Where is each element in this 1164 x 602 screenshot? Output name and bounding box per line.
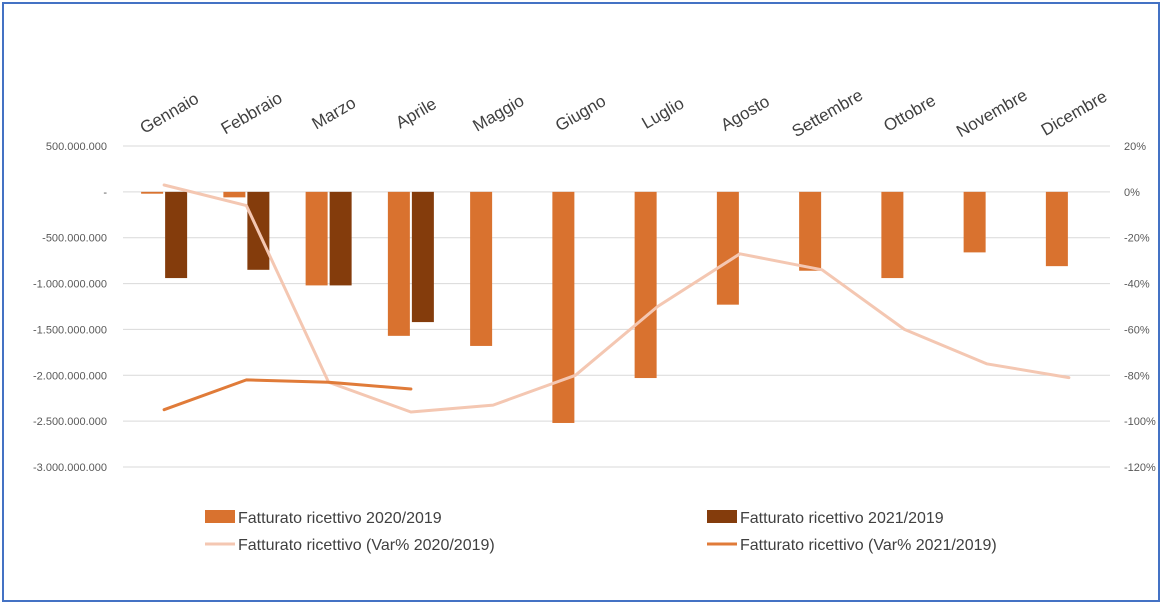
bar xyxy=(634,191,657,379)
category-label: Giugno xyxy=(552,91,609,135)
bar xyxy=(470,191,493,346)
gridlines xyxy=(123,145,1110,468)
right-axis-ticks: 20% 0% -20% -40% -60% -80% -100% -120% xyxy=(1124,141,1156,474)
bar xyxy=(387,191,410,336)
category-label: Gennaio xyxy=(137,89,202,138)
bar xyxy=(223,191,246,198)
legend-label: Fatturato ricettivo (Var% 2020/2019) xyxy=(238,537,495,554)
line-var-2021 xyxy=(162,378,413,412)
bar xyxy=(165,191,188,279)
left-tick-label: -2.000.000.000 xyxy=(33,370,107,382)
right-tick-label: -40% xyxy=(1124,279,1150,291)
category-label: Ottobre xyxy=(880,91,939,136)
category-label: Aprile xyxy=(393,94,440,132)
left-tick-label: -500.000.000 xyxy=(42,233,107,245)
right-tick-label: -60% xyxy=(1124,324,1150,336)
category-labels: Gennaio Febbraio Marzo Aprile Maggio Giugno Lu… xyxy=(137,85,1111,141)
line-var-2020 xyxy=(162,183,1071,414)
category-label: Novembre xyxy=(953,85,1030,141)
right-tick-label: -20% xyxy=(1124,233,1150,245)
bar xyxy=(963,191,986,253)
category-label: Maggio xyxy=(469,91,527,135)
bar xyxy=(141,191,164,194)
legend-swatch xyxy=(205,510,235,523)
category-label: Luglio xyxy=(638,94,687,133)
left-tick-label: 500.000.000 xyxy=(46,141,107,153)
bar xyxy=(881,191,904,279)
legend: Fatturato ricettivo 2020/2019 Fatturato r… xyxy=(205,510,997,554)
legend-label: Fatturato ricettivo 2021/2019 xyxy=(740,510,944,527)
category-label: Dicembre xyxy=(1038,87,1111,140)
left-tick-label: -1.500.000.000 xyxy=(33,324,107,336)
category-label: Settembre xyxy=(789,85,866,141)
left-tick-label: -2.500.000.000 xyxy=(33,416,107,428)
right-tick-label: -120% xyxy=(1124,462,1156,474)
right-tick-label: -80% xyxy=(1124,370,1150,382)
bar xyxy=(552,191,575,423)
category-label: Agosto xyxy=(717,92,772,135)
legend-label: Fatturato ricettivo 2020/2019 xyxy=(238,510,442,527)
left-tick-label: - xyxy=(103,187,107,199)
right-tick-label: 20% xyxy=(1124,141,1146,153)
category-label: Febbraio xyxy=(218,88,286,138)
bar xyxy=(411,191,434,323)
left-tick-label: -1.000.000.000 xyxy=(33,279,107,291)
right-tick-label: -100% xyxy=(1124,416,1156,428)
bar xyxy=(716,191,739,305)
category-label: Marzo xyxy=(309,93,359,133)
bar xyxy=(305,191,328,286)
bar xyxy=(329,191,352,286)
legend-swatch xyxy=(707,510,737,523)
left-axis-ticks: 500.000.000 - -500.000.000 -1.000.000.000 -1… xyxy=(33,141,107,474)
legend-label: Fatturato ricettivo (Var% 2021/2019) xyxy=(740,537,997,554)
bar xyxy=(1045,191,1068,267)
right-tick-label: 0% xyxy=(1124,187,1140,199)
bars xyxy=(141,191,1068,423)
left-tick-label: -3.000.000.000 xyxy=(33,462,107,474)
combo-chart: 500.000.000 - -500.000.000 -1.000.000.000 -1… xyxy=(33,85,1156,554)
bar xyxy=(799,191,822,271)
lines xyxy=(162,183,1071,414)
